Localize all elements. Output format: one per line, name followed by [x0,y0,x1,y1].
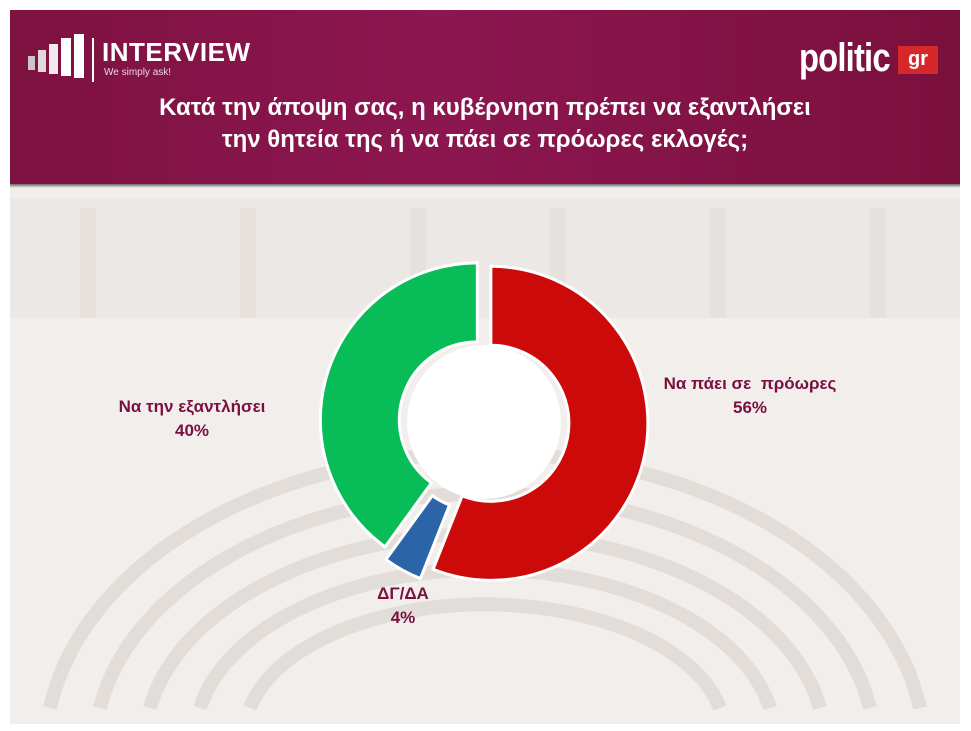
header-shadow [10,184,960,188]
label-early-elections-value: 56% [732,398,768,417]
publisher-word: politic [799,36,891,80]
slice-dont-know [383,493,452,581]
donut-hole [407,345,561,499]
label-exhaust-term: Να την εξαντλήσει 40% [102,395,282,443]
label-exhaust-term-value: 40% [174,421,210,440]
label-early-elections: Να πάει σε πρόωρες 56% [640,372,860,420]
label-dont-know: ΔΓ/ΔΑ 4% [358,582,448,630]
publisher-badge: gr [898,46,938,74]
label-dont-know-name: ΔΓ/ΔΑ [377,584,429,603]
label-early-elections-name: Να πάει σε πρόωρες [663,374,837,393]
question-line-2: την θητεία της ή να πάει σε πρόωρες εκλο… [221,126,749,153]
brand-tagline: We simply ask! [104,67,172,78]
slice-exhaust-term [318,261,479,549]
parliament-background [10,188,960,724]
brand-name: INTERVIEW [102,37,251,67]
header-banner: INTERVIEW We simply ask! politic gr Κατά… [10,10,960,184]
donut-chart [318,261,650,582]
slide: INTERVIEW We simply ask! politic gr Κατά… [10,10,960,724]
label-exhaust-term-name: Να την εξαντλήσει [118,397,266,416]
logo-divider [92,38,94,82]
label-dont-know-value: 4% [390,608,416,627]
question-title: Κατά την άποψη σας, η κυβέρνηση πρέπει ν… [10,92,960,156]
interview-bars-icon [28,34,84,78]
question-line-1: Κατά την άποψη σας, η κυβέρνηση πρέπει ν… [159,94,811,121]
slice-early-elections [431,264,650,582]
